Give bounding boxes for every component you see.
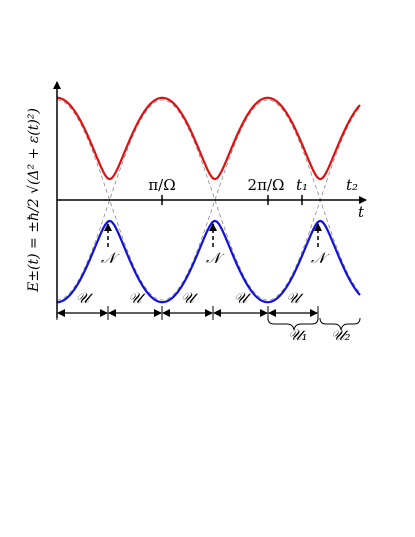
tick-label: π/Ω (148, 176, 175, 194)
interval-label: 𝒰 (181, 289, 199, 307)
crossing-label: 𝒩 (101, 249, 120, 267)
curves (56, 96, 361, 304)
interval-label: 𝒰 (128, 289, 146, 307)
sub-interval-label: 𝒰₁ (288, 326, 308, 344)
diabatic-line (56, 99, 361, 301)
x-label: t (358, 203, 365, 221)
y-label: E±(t) = ±ħ/2 √(Δ² + ε(t)²) (26, 108, 42, 293)
crossing-label: 𝒩 (311, 249, 330, 267)
tick-label: t₁ (296, 176, 308, 194)
interval-label: 𝒰 (234, 289, 252, 307)
upper-energy (56, 96, 361, 181)
tick-label: t₂ (346, 176, 358, 194)
sub-interval-label: 𝒰₂ (331, 326, 351, 344)
tick-label: 2π/Ω (248, 176, 285, 194)
brace (319, 317, 361, 331)
diabatic-line (56, 99, 361, 301)
crossing-markers: 𝒩 𝒩 𝒩 (101, 223, 330, 267)
interval-label: 𝒰 (76, 289, 94, 307)
crossing-label: 𝒩 (206, 249, 225, 267)
interval-label: 𝒰 (286, 289, 304, 307)
lower-energy (56, 219, 361, 304)
brace (267, 317, 319, 331)
